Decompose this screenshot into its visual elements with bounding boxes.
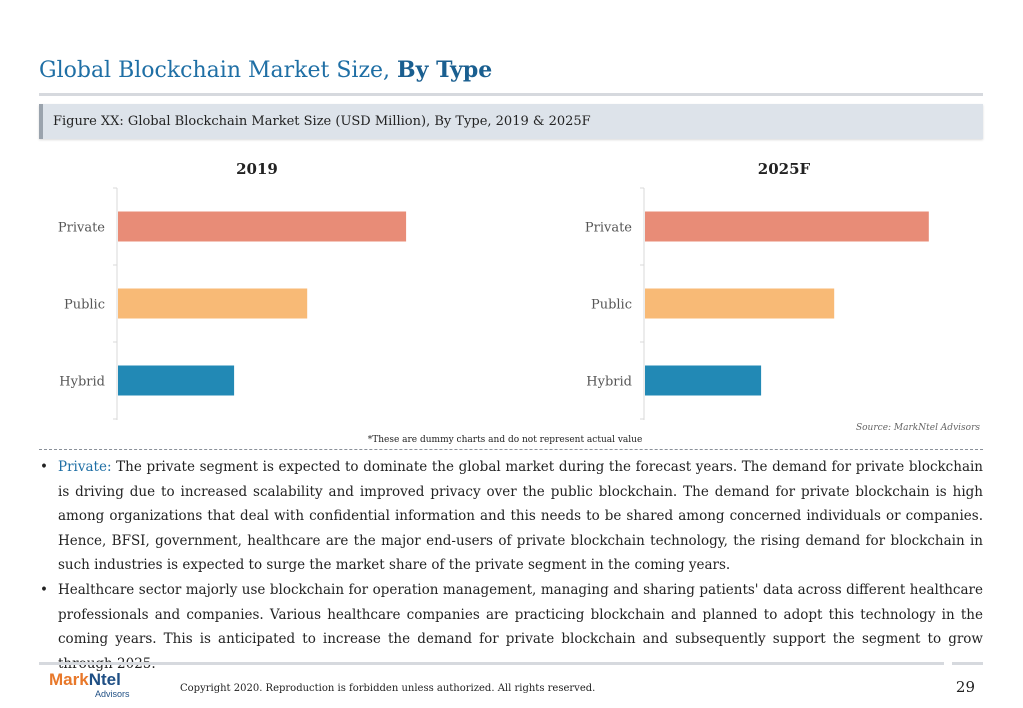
- bullet-lead-private: Private:: [58, 459, 112, 475]
- category-label-public: Public: [591, 298, 632, 313]
- chart-title-2025f: 2025F: [758, 160, 811, 178]
- category-label-public: Public: [64, 298, 105, 313]
- copyright-text: Copyright 2020. Reproduction is forbidde…: [180, 683, 596, 694]
- bullet-text-private: The private segment is expected to domin…: [58, 459, 983, 574]
- bar-private-2025f: [645, 211, 929, 242]
- bullet-item-private: Private: The private segment is expected…: [39, 455, 983, 578]
- logo-mark-text: Mark: [49, 670, 89, 689]
- dashed-divider: [39, 449, 983, 450]
- chart-2025f: 2025F Private Public Hybrid: [557, 150, 1023, 430]
- page-number: 29: [955, 678, 975, 696]
- chart-2019-svg: 2019 Private Public Hybrid: [58, 160, 407, 420]
- bar-hybrid-2019: [118, 365, 235, 396]
- bar-public-2025f: [645, 288, 835, 319]
- source-note: Source: MarkNtel Advisors: [855, 423, 980, 433]
- title-divider: [39, 93, 983, 96]
- category-label-hybrid: Hybrid: [59, 375, 105, 390]
- category-label-private: Private: [58, 221, 105, 236]
- chart-title-2019: 2019: [236, 160, 278, 178]
- bullet-text-healthcare: Healthcare sector majorly use blockchain…: [58, 581, 983, 672]
- logo-sub-text: Advisors: [95, 689, 130, 699]
- page-title-main: Global Blockchain Market Size,: [39, 58, 398, 83]
- figure-caption-box: Figure XX: Global Blockchain Market Size…: [39, 104, 983, 139]
- chart-2025f-svg: 2025F Private Public Hybrid: [585, 160, 929, 420]
- bar-private-2019: [118, 211, 407, 242]
- chart-2019: 2019 Private Public Hybrid: [30, 150, 500, 430]
- bullet-item-healthcare: Healthcare sector majorly use blockchain…: [39, 578, 983, 676]
- dummy-chart-note: *These are dummy charts and do not repre…: [367, 435, 643, 445]
- figure-caption: Figure XX: Global Blockchain Market Size…: [53, 114, 591, 129]
- category-label-private: Private: [585, 221, 632, 236]
- bar-public-2019: [118, 288, 308, 319]
- footer-divider: [39, 662, 983, 665]
- logo-ntel-text: Ntel: [88, 670, 121, 689]
- page-title: Global Blockchain Market Size, By Type: [39, 57, 492, 83]
- bar-hybrid-2025f: [645, 365, 762, 396]
- page-title-bold: By Type: [397, 57, 493, 83]
- category-label-hybrid: Hybrid: [586, 375, 632, 390]
- bullet-list: Private: The private segment is expected…: [39, 455, 983, 676]
- markntel-logo: MarkNtel Advisors: [49, 671, 149, 705]
